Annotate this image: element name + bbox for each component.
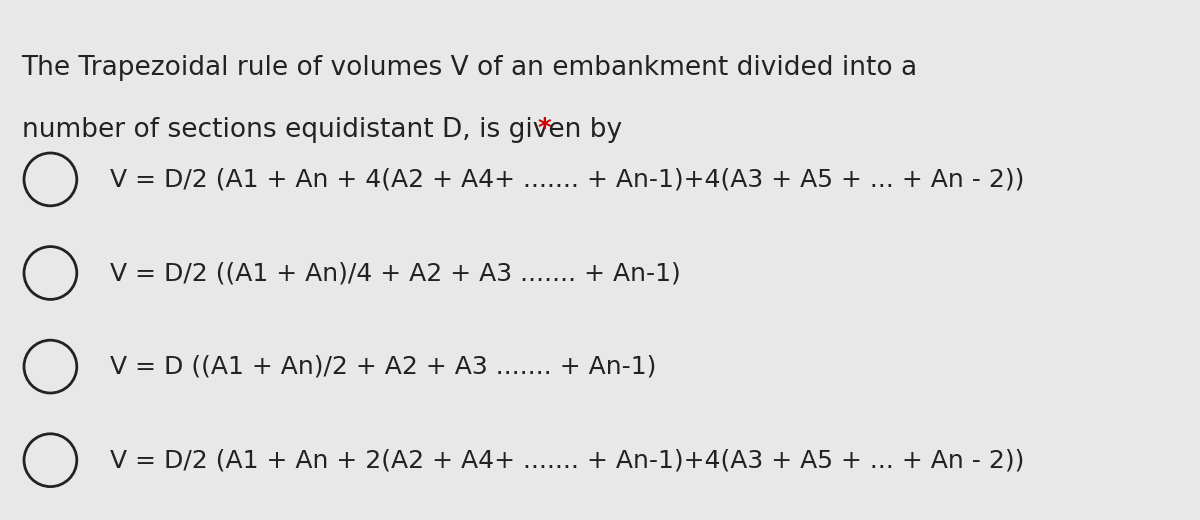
Text: The Trapezoidal rule of volumes V of an embankment divided into a: The Trapezoidal rule of volumes V of an … bbox=[22, 55, 918, 81]
Text: *: * bbox=[538, 117, 551, 143]
Text: V = D/2 (A1 + An + 4(A2 + A4+ ....... + An-1)+4(A3 + A5 + ... + An - 2)): V = D/2 (A1 + An + 4(A2 + A4+ ....... + … bbox=[110, 167, 1025, 191]
Text: number of sections equidistant D, is given by: number of sections equidistant D, is giv… bbox=[22, 117, 630, 143]
Text: V = D/2 (A1 + An + 2(A2 + A4+ ....... + An-1)+4(A3 + A5 + ... + An - 2)): V = D/2 (A1 + An + 2(A2 + A4+ ....... + … bbox=[110, 448, 1025, 472]
Text: V = D ((A1 + An)/2 + A2 + A3 ....... + An-1): V = D ((A1 + An)/2 + A2 + A3 ....... + A… bbox=[110, 355, 656, 379]
Text: V = D/2 ((A1 + An)/4 + A2 + A3 ....... + An-1): V = D/2 ((A1 + An)/4 + A2 + A3 ....... +… bbox=[110, 261, 682, 285]
